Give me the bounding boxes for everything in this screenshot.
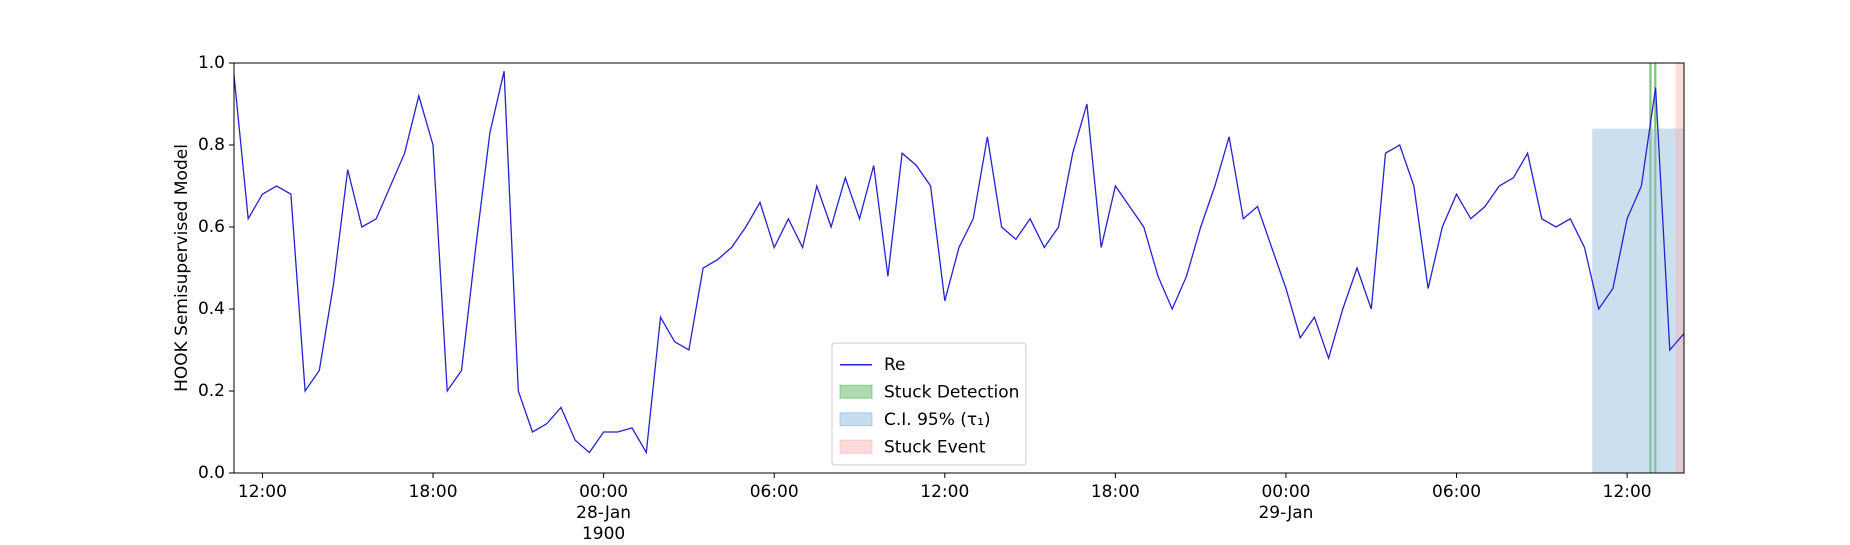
x-tick-label: 12:00: [237, 482, 287, 502]
y-tick-label: 0.2: [198, 381, 225, 401]
x-tick-label: 18:00: [1090, 482, 1140, 502]
x-tick-label: 00:00 28-Jan 1900: [576, 482, 632, 544]
chart: HOOK Semisupervised Model 0.0 0.2 0.4 0.6 0.…: [172, 53, 1685, 483]
x-tick-label: 06:00: [749, 482, 799, 502]
page: HOOK Semisupervised Model 0.0 0.2 0.4 0.6 0.…: [172, 53, 1685, 544]
y-tick-label: 0.8: [198, 135, 225, 155]
y-axis-label: HOOK Semisupervised Model: [172, 144, 192, 392]
x-tick-label: 00:00 29-Jan: [1258, 482, 1314, 523]
data-line: [233, 71, 1685, 455]
legend-box: [831, 342, 1027, 466]
span: [1675, 63, 1684, 473]
legend-label: Stuck Event: [884, 437, 986, 457]
legend-label: C.I. 95% (τ₁): [884, 410, 991, 430]
x-tick-label: 06:00: [1432, 482, 1482, 502]
y-tick-label: 0.0: [198, 463, 225, 483]
span: [1649, 63, 1652, 473]
y-tick-label: 0.6: [198, 217, 225, 237]
legend-swatch: [839, 384, 873, 399]
legend-label: Stuck Detection: [884, 382, 1019, 402]
legend-swatch: [839, 412, 873, 427]
legend-label: Re: [884, 355, 906, 375]
span: [1654, 63, 1657, 473]
plot-frame: [233, 62, 1685, 474]
x-tick-label: 12:00: [1602, 482, 1652, 502]
span: [1592, 128, 1684, 473]
legend: Re Stuck Detection C.I. 95% (τ₁) Stuck Even…: [831, 342, 1027, 466]
legend-swatch: [839, 439, 873, 454]
y-tick-label: 0.4: [198, 299, 225, 319]
x-tick-label: 18:00: [408, 482, 458, 502]
y-tick-label: 1.0: [198, 53, 225, 73]
x-tick-label: 12:00: [920, 482, 970, 502]
